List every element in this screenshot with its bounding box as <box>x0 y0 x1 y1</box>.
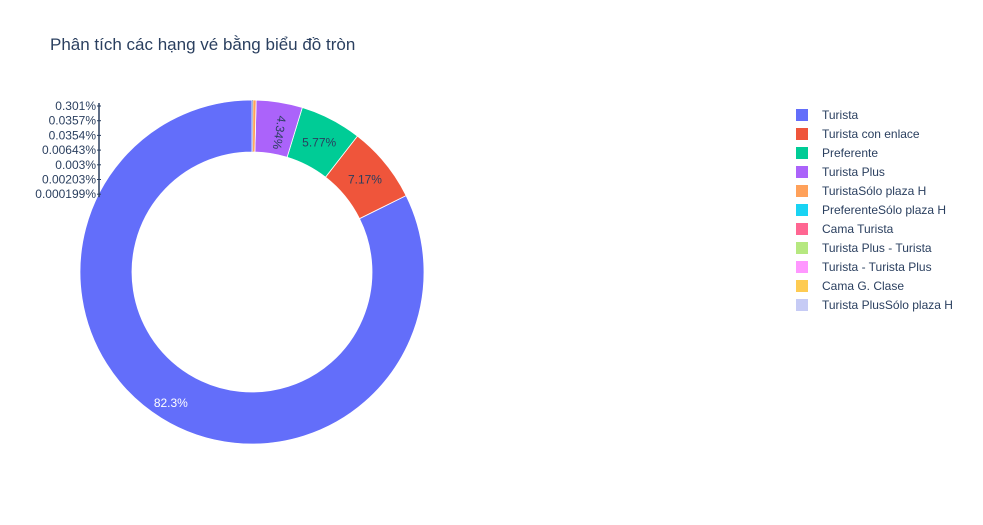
legend-label: TuristaSólo plaza H <box>822 184 926 198</box>
legend-item-cama-turista[interactable]: Cama Turista <box>796 222 894 236</box>
outside-label-cama-turista: 0.0354% <box>49 128 97 142</box>
legend-swatch <box>796 261 808 273</box>
legend-swatch <box>796 223 808 235</box>
outside-label-turistasolo-plaza-h: 0.301% <box>55 99 96 113</box>
legend-item-turistasolo-plaza-h[interactable]: TuristaSólo plaza H <box>796 184 926 198</box>
legend-swatch <box>796 147 808 159</box>
slice-labels: 82.3% 7.17% 5.77% 4.34% <box>154 115 383 410</box>
slice-label-turista: 82.3% <box>154 396 188 410</box>
legend-item-turista-con-enlace[interactable]: Turista con enlace <box>796 127 920 141</box>
legend-item-preferentesolo-plaza-h[interactable]: PreferenteSólo plaza H <box>796 203 946 217</box>
slice-turista[interactable] <box>79 99 425 445</box>
legend-label: Turista <box>822 108 859 122</box>
slice-label-turista-plus: 4.34% <box>270 115 289 151</box>
outside-label-preferentesolo-plaza-h: 0.0357% <box>49 114 97 128</box>
outside-label-cama-g-clase: 0.00203% <box>42 173 96 187</box>
pie-slices <box>79 99 425 445</box>
legend-swatch <box>796 185 808 197</box>
legend-label: Cama Turista <box>822 222 894 236</box>
legend-swatch <box>796 299 808 311</box>
legend-label: Turista - Turista Plus <box>822 260 932 274</box>
outside-slice-labels: 0.301%0.0357%0.0354%0.00643%0.003%0.0020… <box>35 99 101 201</box>
legend-label: Turista PlusSólo plaza H <box>822 298 953 312</box>
legend-label: Turista con enlace <box>822 127 920 141</box>
legend-swatch <box>796 128 808 140</box>
legend-item-turista[interactable]: Turista <box>796 108 859 122</box>
slice-preferentesolo-plaza-h[interactable] <box>252 100 253 153</box>
outside-label-turista-plussolo-plaza-h: 0.000199% <box>35 187 96 201</box>
outside-label-turista-turista-plus: 0.003% <box>55 158 96 172</box>
legend-label: Turista Plus - Turista <box>822 241 932 255</box>
legend-swatch <box>796 242 808 254</box>
legend-item-preferente[interactable]: Preferente <box>796 146 878 160</box>
legend-item-cama-g-clase[interactable]: Cama G. Clase <box>796 279 904 293</box>
legend-item-turista-plus-turista[interactable]: Turista Plus - Turista <box>796 241 932 255</box>
slice-turistasolo-plaza-h[interactable] <box>252 99 257 153</box>
legend-swatch <box>796 204 808 216</box>
legend-swatch <box>796 280 808 292</box>
slice-label-turista-con-enlace: 7.17% <box>348 173 382 187</box>
outside-label-turista-plus-turista: 0.00643% <box>42 143 96 157</box>
legend-swatch <box>796 166 808 178</box>
legend-label: Preferente <box>822 146 878 160</box>
slice-label-preferente: 5.77% <box>302 135 336 149</box>
legend-label: PreferenteSólo plaza H <box>822 203 946 217</box>
legend-item-turista-turista-plus[interactable]: Turista - Turista Plus <box>796 260 932 274</box>
legend-swatch <box>796 109 808 121</box>
legend-label: Cama G. Clase <box>822 279 904 293</box>
legend-label: Turista Plus <box>822 165 885 179</box>
legend-item-turista-plussolo-plaza-h[interactable]: Turista PlusSólo plaza H <box>796 298 953 312</box>
chart-title: Phân tích các hạng vé bằng biểu đồ tròn <box>50 35 355 54</box>
legend: Turista Turista con enlace Preferente Turis… <box>796 108 953 312</box>
legend-item-turista-plus[interactable]: Turista Plus <box>796 165 885 179</box>
